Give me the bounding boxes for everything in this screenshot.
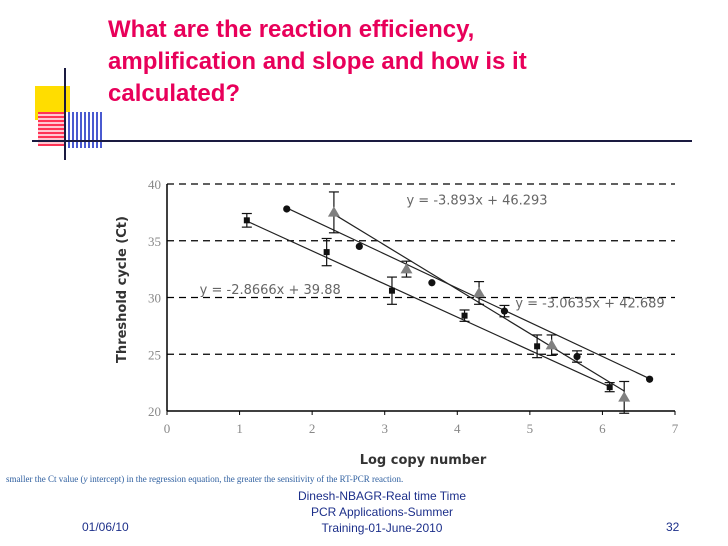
- y-tick-label: 30: [148, 291, 161, 306]
- data-point-circle: [500, 307, 509, 315]
- decor-vertical-line: [64, 68, 66, 160]
- data-point-square: [243, 217, 250, 224]
- data-point-circle: [646, 375, 654, 383]
- data-point-square: [323, 249, 330, 256]
- regression-line: [286, 207, 650, 380]
- footnote-text-before: smaller the Ct value (: [6, 474, 84, 484]
- y-tick-label: 40: [148, 177, 161, 192]
- x-tick-label: 2: [309, 421, 316, 436]
- data-point-triangle: [400, 263, 413, 274]
- regression-line: [246, 220, 610, 388]
- footer-date: 01/06/10: [82, 520, 129, 534]
- footnote-variable: y: [83, 474, 88, 484]
- data-point-triangle: [327, 206, 340, 217]
- equation-label: y = -3.893x + 46.293: [406, 193, 547, 208]
- data-point-square: [534, 343, 541, 350]
- y-tick-label: 25: [148, 347, 161, 362]
- decor-blue-square: [64, 112, 102, 148]
- y-tick-label: 35: [148, 234, 161, 249]
- x-tick-label: 4: [454, 421, 461, 436]
- x-tick-label: 6: [599, 421, 606, 436]
- title-line-2: amplification and slope and how is it: [108, 48, 527, 75]
- data-point-triangle: [618, 391, 631, 402]
- x-tick-label: 5: [527, 421, 534, 436]
- data-point-square: [461, 312, 468, 319]
- slide-title: What are the reaction efficiency, amplif…: [108, 14, 668, 110]
- footer-course-text: Dinesh-NBAGR-Real time Time PCR Applicat…: [264, 488, 500, 536]
- slide-number: 32: [666, 520, 680, 534]
- data-point-square: [388, 287, 395, 294]
- equation-label: y = -2.8666x + 39.88: [200, 283, 341, 298]
- ct-regression-chart: 20 25 30 35 40 0 1 2 3 4 5 6 7 Log copy number Thresho…: [115, 177, 679, 468]
- title-line-3: calculated?: [108, 80, 241, 107]
- footer-line-2: PCR Applications-Summer: [310, 505, 454, 519]
- data-point-triangle: [473, 286, 486, 298]
- footer-line-3: Training-01-June-2010: [321, 521, 443, 535]
- x-tick-label: 1: [236, 421, 243, 436]
- y-tick-label: 20: [148, 404, 161, 419]
- footnote: smaller the Ct value (y intercept) in th…: [6, 474, 403, 484]
- x-axis-title: Log copy number: [360, 453, 487, 468]
- data-point-circle: [355, 242, 363, 251]
- data-point-square: [606, 384, 613, 391]
- x-tick-label: 7: [672, 421, 679, 436]
- title-line-1: What are the reaction efficiency,: [108, 16, 475, 43]
- equation-label: y = -3.0635x + 42.689: [515, 297, 664, 312]
- footnote-text-after: intercept) in the regression equation, t…: [87, 474, 404, 484]
- title-underline: [32, 140, 692, 142]
- data-point-circle: [573, 352, 581, 361]
- x-tick-label: 3: [381, 421, 388, 436]
- y-axis-title: Threshold cycle (Ct): [115, 216, 130, 363]
- footer-line-1: Dinesh-NBAGR-Real time Time: [297, 489, 467, 503]
- data-point-triangle: [545, 339, 558, 350]
- x-tick-label: 0: [164, 421, 171, 436]
- data-point-circle: [283, 205, 291, 213]
- data-point-circle: [428, 279, 436, 287]
